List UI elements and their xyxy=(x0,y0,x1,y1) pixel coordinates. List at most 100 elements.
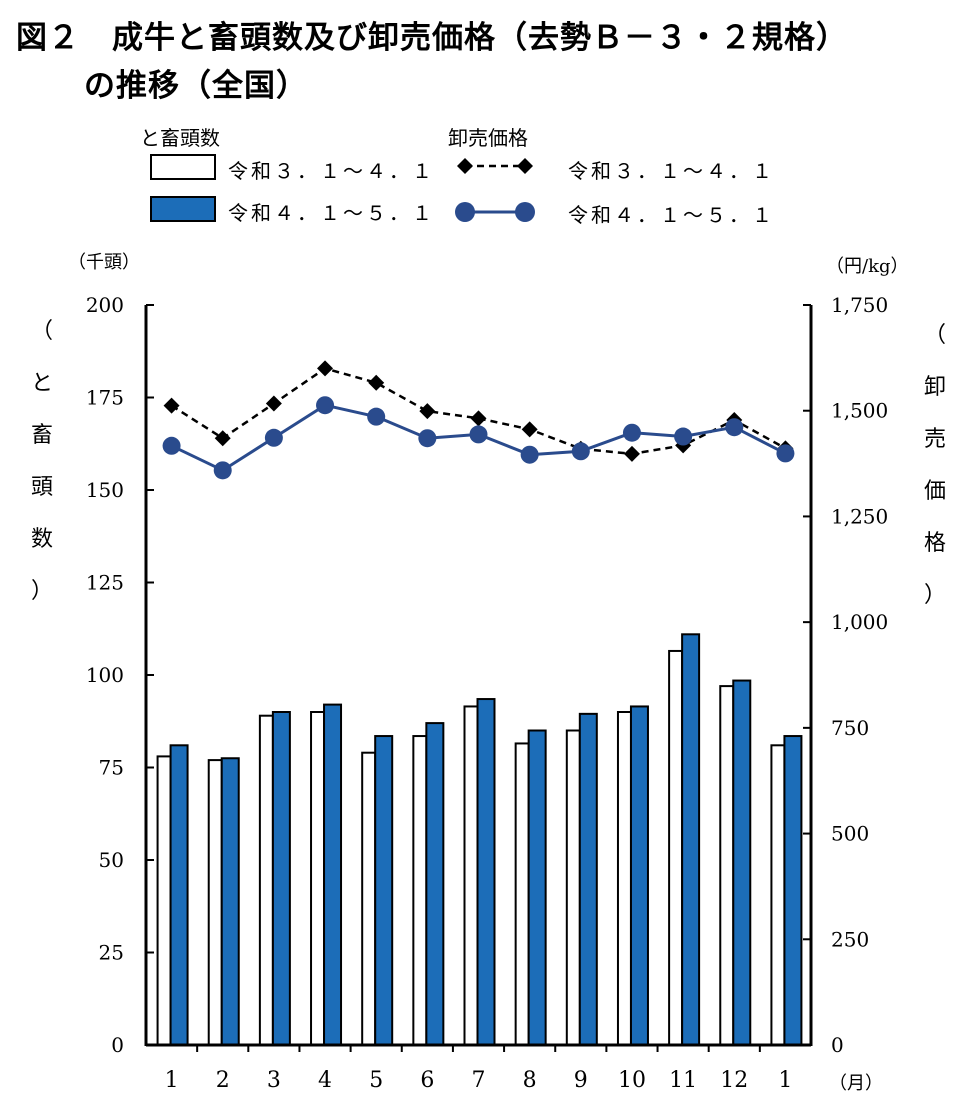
left-tick-label: 25 xyxy=(99,941,124,965)
bar-prev xyxy=(207,759,223,1046)
x-tick-label: 12 xyxy=(720,1068,748,1093)
bar-curr xyxy=(374,735,394,1046)
marker-prev xyxy=(470,410,487,427)
x-tick-label: 4 xyxy=(318,1068,332,1093)
right-tick-label: 500 xyxy=(831,822,869,846)
x-tick-label: 6 xyxy=(420,1068,434,1093)
left-tick-label: 200 xyxy=(86,293,124,317)
legend-label-bar-curr: 令和４．１～５．１ xyxy=(228,201,435,225)
bar-curr xyxy=(220,757,240,1046)
x-tick-label: 7 xyxy=(472,1068,486,1093)
marker-prev xyxy=(368,374,385,391)
left-axis-label-char: ） xyxy=(30,579,53,604)
bar-curr xyxy=(271,711,291,1046)
right-tick-label: 1,000 xyxy=(831,610,888,634)
bar-prev xyxy=(361,751,377,1046)
bar-curr xyxy=(425,722,445,1046)
marker-curr xyxy=(213,461,232,480)
legend-label-line-curr: 令和４．１～５．１ xyxy=(568,203,775,227)
marker-curr xyxy=(622,423,641,442)
x-tick-label: 2 xyxy=(216,1068,230,1093)
marker-curr xyxy=(316,396,335,415)
marker-curr xyxy=(264,428,283,447)
marker-curr xyxy=(469,425,488,444)
bar-prev xyxy=(310,711,326,1046)
x-tick-label: 11 xyxy=(669,1068,697,1093)
legend-swatch-bar-prev xyxy=(150,154,216,180)
x-tick-label: 1 xyxy=(778,1068,792,1093)
left-axis-label-char: 頭 xyxy=(30,475,53,500)
bar-curr xyxy=(323,703,343,1046)
right-axis-label-char: （ xyxy=(923,323,946,348)
bar-curr xyxy=(629,705,649,1046)
marker-prev xyxy=(419,403,436,420)
legend-lines-heading: 卸売価格 xyxy=(448,126,528,150)
marker-curr xyxy=(674,427,693,446)
legend-swatch-bar-curr xyxy=(150,196,216,222)
bar-prev xyxy=(719,685,735,1046)
right-tick-label: 750 xyxy=(831,716,869,740)
left-axis-unit: （千頭） xyxy=(68,252,140,273)
marker-curr xyxy=(162,436,181,455)
marker-curr xyxy=(725,418,744,437)
left-tick-label: 125 xyxy=(86,571,124,595)
x-tick-label: 5 xyxy=(369,1068,383,1093)
right-axis-label: （ 卸 売 価 格 ） xyxy=(915,310,955,622)
left-tick-label: 0 xyxy=(111,1033,124,1057)
legend-bars-heading: と畜頭数 xyxy=(140,126,220,150)
legend-label-line-prev: 令和３．１～４．１ xyxy=(568,159,775,183)
bar-prev xyxy=(514,742,530,1046)
left-tick-label: 100 xyxy=(86,663,124,687)
left-axis-label: （ と 畜 頭 数 ） xyxy=(22,306,62,618)
marker-prev xyxy=(317,360,334,377)
right-tick-label: 1,750 xyxy=(831,293,888,317)
bar-prev xyxy=(258,714,274,1046)
right-tick-label: 1,250 xyxy=(831,504,888,528)
bar-curr xyxy=(578,712,598,1046)
left-tick-label: 150 xyxy=(86,478,124,502)
marker-prev xyxy=(214,430,231,447)
left-axis-label-char: 数 xyxy=(30,527,53,552)
left-tick-label: 175 xyxy=(86,386,124,410)
right-axis-label-char: ） xyxy=(923,583,946,608)
right-axis-unit: （円/kg） xyxy=(826,256,909,277)
marker-prev xyxy=(521,421,538,438)
bar-prev xyxy=(770,744,786,1046)
x-tick-label: 3 xyxy=(267,1068,281,1093)
right-axis-label-char: 卸 xyxy=(923,375,946,400)
chart-title-line1: 図２ 成牛と畜頭数及び卸売価格（去勢Ｂ－３・２規格） xyxy=(16,20,848,56)
legend-swatch-line-curr xyxy=(455,202,535,222)
bar-curr xyxy=(681,633,701,1046)
x-tick-label: 8 xyxy=(523,1068,537,1093)
x-tick-label: 1 xyxy=(165,1068,179,1093)
bar-prev xyxy=(156,755,172,1047)
marker-curr xyxy=(418,429,437,448)
right-axis-label-char: 格 xyxy=(923,531,946,556)
marker-prev xyxy=(623,445,640,462)
right-tick-label: 0 xyxy=(831,1033,844,1057)
bar-prev xyxy=(668,649,684,1046)
left-axis-label-char: 畜 xyxy=(30,423,53,448)
legend-line-swatches xyxy=(455,158,535,222)
left-tick-label: 50 xyxy=(99,848,124,872)
bar-prev xyxy=(463,705,479,1046)
right-tick-label: 250 xyxy=(831,927,869,951)
bar-curr xyxy=(783,735,803,1046)
bar-curr xyxy=(732,679,752,1046)
chart-title-line2: の推移（全国） xyxy=(84,68,308,104)
left-axis-label-char: と xyxy=(30,371,53,396)
marker-curr xyxy=(776,444,795,463)
bar-prev xyxy=(412,735,428,1046)
bar-curr xyxy=(476,698,496,1046)
right-axis-label-char: 売 xyxy=(923,427,946,452)
marker-curr xyxy=(571,442,590,461)
marker-prev xyxy=(265,395,282,412)
marker-curr xyxy=(520,445,539,464)
x-tick-label: 10 xyxy=(618,1068,646,1093)
bar-curr xyxy=(527,729,547,1046)
bar-curr xyxy=(169,744,189,1046)
x-axis-unit: （月） xyxy=(829,1073,883,1094)
bar-prev xyxy=(565,729,581,1046)
right-tick-label: 1,500 xyxy=(831,399,888,423)
